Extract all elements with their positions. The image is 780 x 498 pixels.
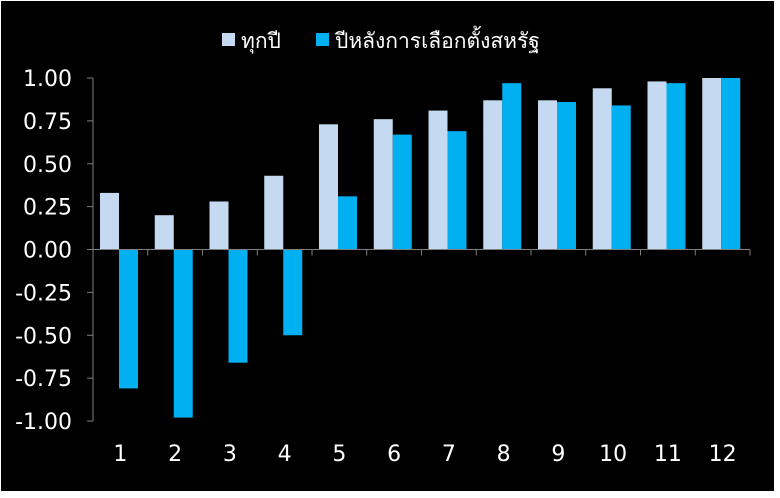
bar-series-2-cat-1 [119, 249, 138, 389]
y-tick-label: -0.25 [15, 281, 72, 306]
legend: ทุกปี ปีหลังการเลือกตั้งสหรัฐ [222, 26, 540, 54]
x-tick-label: 10 [599, 442, 627, 467]
y-tick-label: 1.00 [23, 67, 72, 92]
y-tick-label: -0.75 [15, 367, 72, 392]
bar-series-2-cat-3 [228, 249, 248, 363]
bar-series-1-cat-7 [428, 110, 448, 250]
x-tick-label: 3 [223, 442, 237, 467]
x-tick-label: 6 [387, 442, 401, 467]
x-tick-label: 12 [709, 442, 737, 467]
plot-area: 1.00 0.75 0.50 0.25 0.00 -0.25 -0.50 -0.75 -1.00… [15, 67, 751, 467]
bar-series-2-cat-5 [338, 196, 357, 250]
bar-series-2-cat-8 [502, 83, 522, 250]
y-tick-label: 0.75 [23, 110, 72, 135]
bar-series-1-cat-2 [154, 215, 174, 250]
bar-series-1-cat-4 [264, 175, 284, 250]
y-tick-label: 0.00 [23, 239, 72, 264]
x-tick-label: 8 [497, 442, 511, 467]
bar-series-2-cat-9 [557, 102, 576, 250]
y-tick-label: 0.25 [23, 196, 72, 221]
legend-swatch-post-election [316, 33, 329, 46]
bar-series-2-cat-12 [721, 78, 741, 250]
bar-series-1-cat-12 [702, 78, 722, 250]
bar-series-1-cat-10 [592, 88, 612, 250]
bar-series-1-cat-11 [647, 81, 667, 250]
legend-label-all-years: ทุกปี [241, 29, 281, 54]
bar-series-1-cat-3 [209, 201, 229, 250]
x-tick-label: 11 [654, 442, 682, 467]
y-tick-label: 0.50 [23, 153, 72, 178]
bar-series-1-cat-6 [373, 119, 393, 250]
bar-series-2-cat-4 [283, 249, 303, 336]
x-tick-label: 9 [551, 442, 565, 467]
bar-series-2-cat-2 [173, 249, 193, 418]
bar-series-1-cat-1 [100, 192, 119, 250]
y-tick-label: -1.00 [15, 410, 72, 435]
bar-series-2-cat-10 [611, 105, 631, 250]
x-tick-label: 2 [168, 442, 182, 467]
bar-series-2-cat-6 [392, 134, 412, 250]
x-tick-label: 7 [442, 442, 456, 467]
bar-series-2-cat-11 [666, 83, 686, 250]
x-tick-label: 4 [278, 442, 292, 467]
bar-series-2-cat-7 [447, 131, 467, 250]
bar-series-1-cat-8 [483, 100, 503, 250]
bar-series-1-cat-9 [538, 100, 557, 250]
x-tick-label: 1 [113, 442, 127, 467]
bar-series-1-cat-5 [319, 124, 338, 250]
legend-label-post-election: ปีหลังการเลือกตั้งสหรัฐ [334, 26, 540, 53]
y-tick-label: -0.50 [15, 324, 72, 349]
legend-swatch-all-years [222, 33, 235, 46]
x-tick-label: 5 [332, 442, 346, 467]
